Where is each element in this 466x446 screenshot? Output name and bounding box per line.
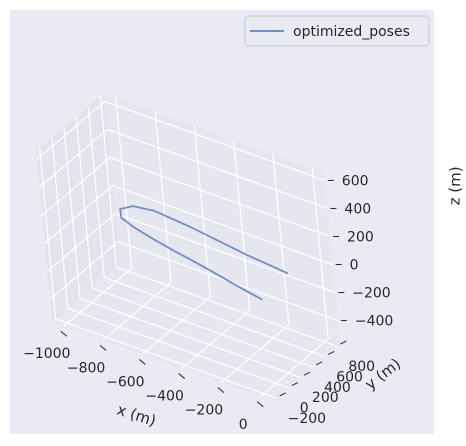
- x-gridline-floor: [181, 310, 251, 370]
- x-gridline-floor: [259, 338, 329, 398]
- y-gridline-wall: [39, 147, 57, 319]
- series-line-0: [119, 205, 289, 301]
- z-gridline-right: [109, 156, 331, 238]
- x-gridline-floor: [63, 267, 133, 327]
- legend: optimized_poses: [244, 15, 430, 47]
- y-tick-label: 200: [312, 390, 339, 406]
- x-tick-mark: [256, 401, 264, 408]
- y-gridline-wall: [51, 137, 69, 309]
- z-gridline-right: [104, 100, 325, 181]
- floor-pane: [52, 264, 340, 401]
- y-tick-mark: [303, 371, 311, 376]
- x-gridline-wall: [311, 167, 329, 339]
- y-gridline-floor: [79, 297, 301, 378]
- x-tick-mark: [178, 373, 185, 379]
- y-tick-label: 400: [324, 380, 351, 396]
- x-tick-label: −200: [185, 403, 223, 419]
- y-gridline-wall: [63, 127, 81, 299]
- y-gridline-wall: [99, 96, 117, 268]
- z-axis-label: z (m): [445, 166, 464, 206]
- x-gridline-floor: [141, 295, 211, 355]
- z-gridline-left: [49, 241, 119, 301]
- x-tick-label: −1000: [23, 346, 70, 362]
- y-gridline-wall: [75, 116, 93, 288]
- y-gridline-wall: [87, 106, 105, 278]
- x-gridline-wall: [193, 125, 211, 297]
- z-gridline-left: [39, 128, 108, 188]
- x-tick-mark: [139, 359, 146, 365]
- z-tick-label: −400: [355, 314, 393, 330]
- y-tick-label: 0: [300, 401, 309, 417]
- x-tick-label: −600: [106, 374, 144, 390]
- y-gridline-floor: [91, 287, 313, 368]
- back-right-pane: [104, 93, 340, 343]
- z-gridline-right: [112, 184, 333, 266]
- x-gridline-wall: [115, 97, 133, 269]
- x-tick-mark: [99, 344, 107, 351]
- x-gridline-wall: [233, 139, 251, 311]
- y-gridline-floor: [104, 276, 325, 358]
- x-tick-mark: [217, 387, 225, 394]
- x-tick-label: −400: [145, 389, 183, 405]
- y-gridline-floor: [116, 266, 337, 347]
- y-tick-mark: [279, 392, 286, 397]
- x-gridline-wall: [154, 111, 172, 283]
- z-gridline-left: [36, 100, 106, 160]
- x-tick-label: −800: [67, 360, 105, 376]
- y-tick-mark: [315, 361, 323, 366]
- y-gridline-floor: [55, 318, 276, 399]
- z-gridline-right: [115, 212, 336, 294]
- x-gridline-wall: [272, 153, 290, 325]
- z-tick-label: 400: [344, 201, 371, 217]
- z-gridline-left: [44, 185, 114, 244]
- z-tick-label: 0: [350, 258, 359, 274]
- legend-entry-label: optimized_poses: [293, 24, 410, 40]
- y-tick-label: −200: [288, 411, 326, 427]
- z-tick-label: −200: [352, 286, 390, 302]
- z-tick-label: 600: [342, 173, 369, 189]
- y-tick-label: 800: [348, 359, 375, 375]
- z-gridline-right: [107, 128, 328, 210]
- x-gridline-floor: [102, 281, 172, 341]
- z-gridline-left: [41, 157, 111, 216]
- y-tick-mark: [291, 382, 299, 386]
- back-left-pane: [36, 93, 120, 322]
- legend-box: [244, 15, 430, 47]
- z-gridline-left: [46, 213, 116, 272]
- x-tick-label: 0: [239, 417, 248, 433]
- x-gridline-floor: [220, 324, 290, 384]
- y-tick-mark: [327, 351, 335, 355]
- z-tick-label: 200: [347, 229, 374, 245]
- x-tick-mark: [60, 330, 68, 337]
- y-tick-label: 600: [336, 369, 363, 385]
- y-gridline-floor: [67, 307, 288, 389]
- y-tick-mark: [340, 340, 347, 345]
